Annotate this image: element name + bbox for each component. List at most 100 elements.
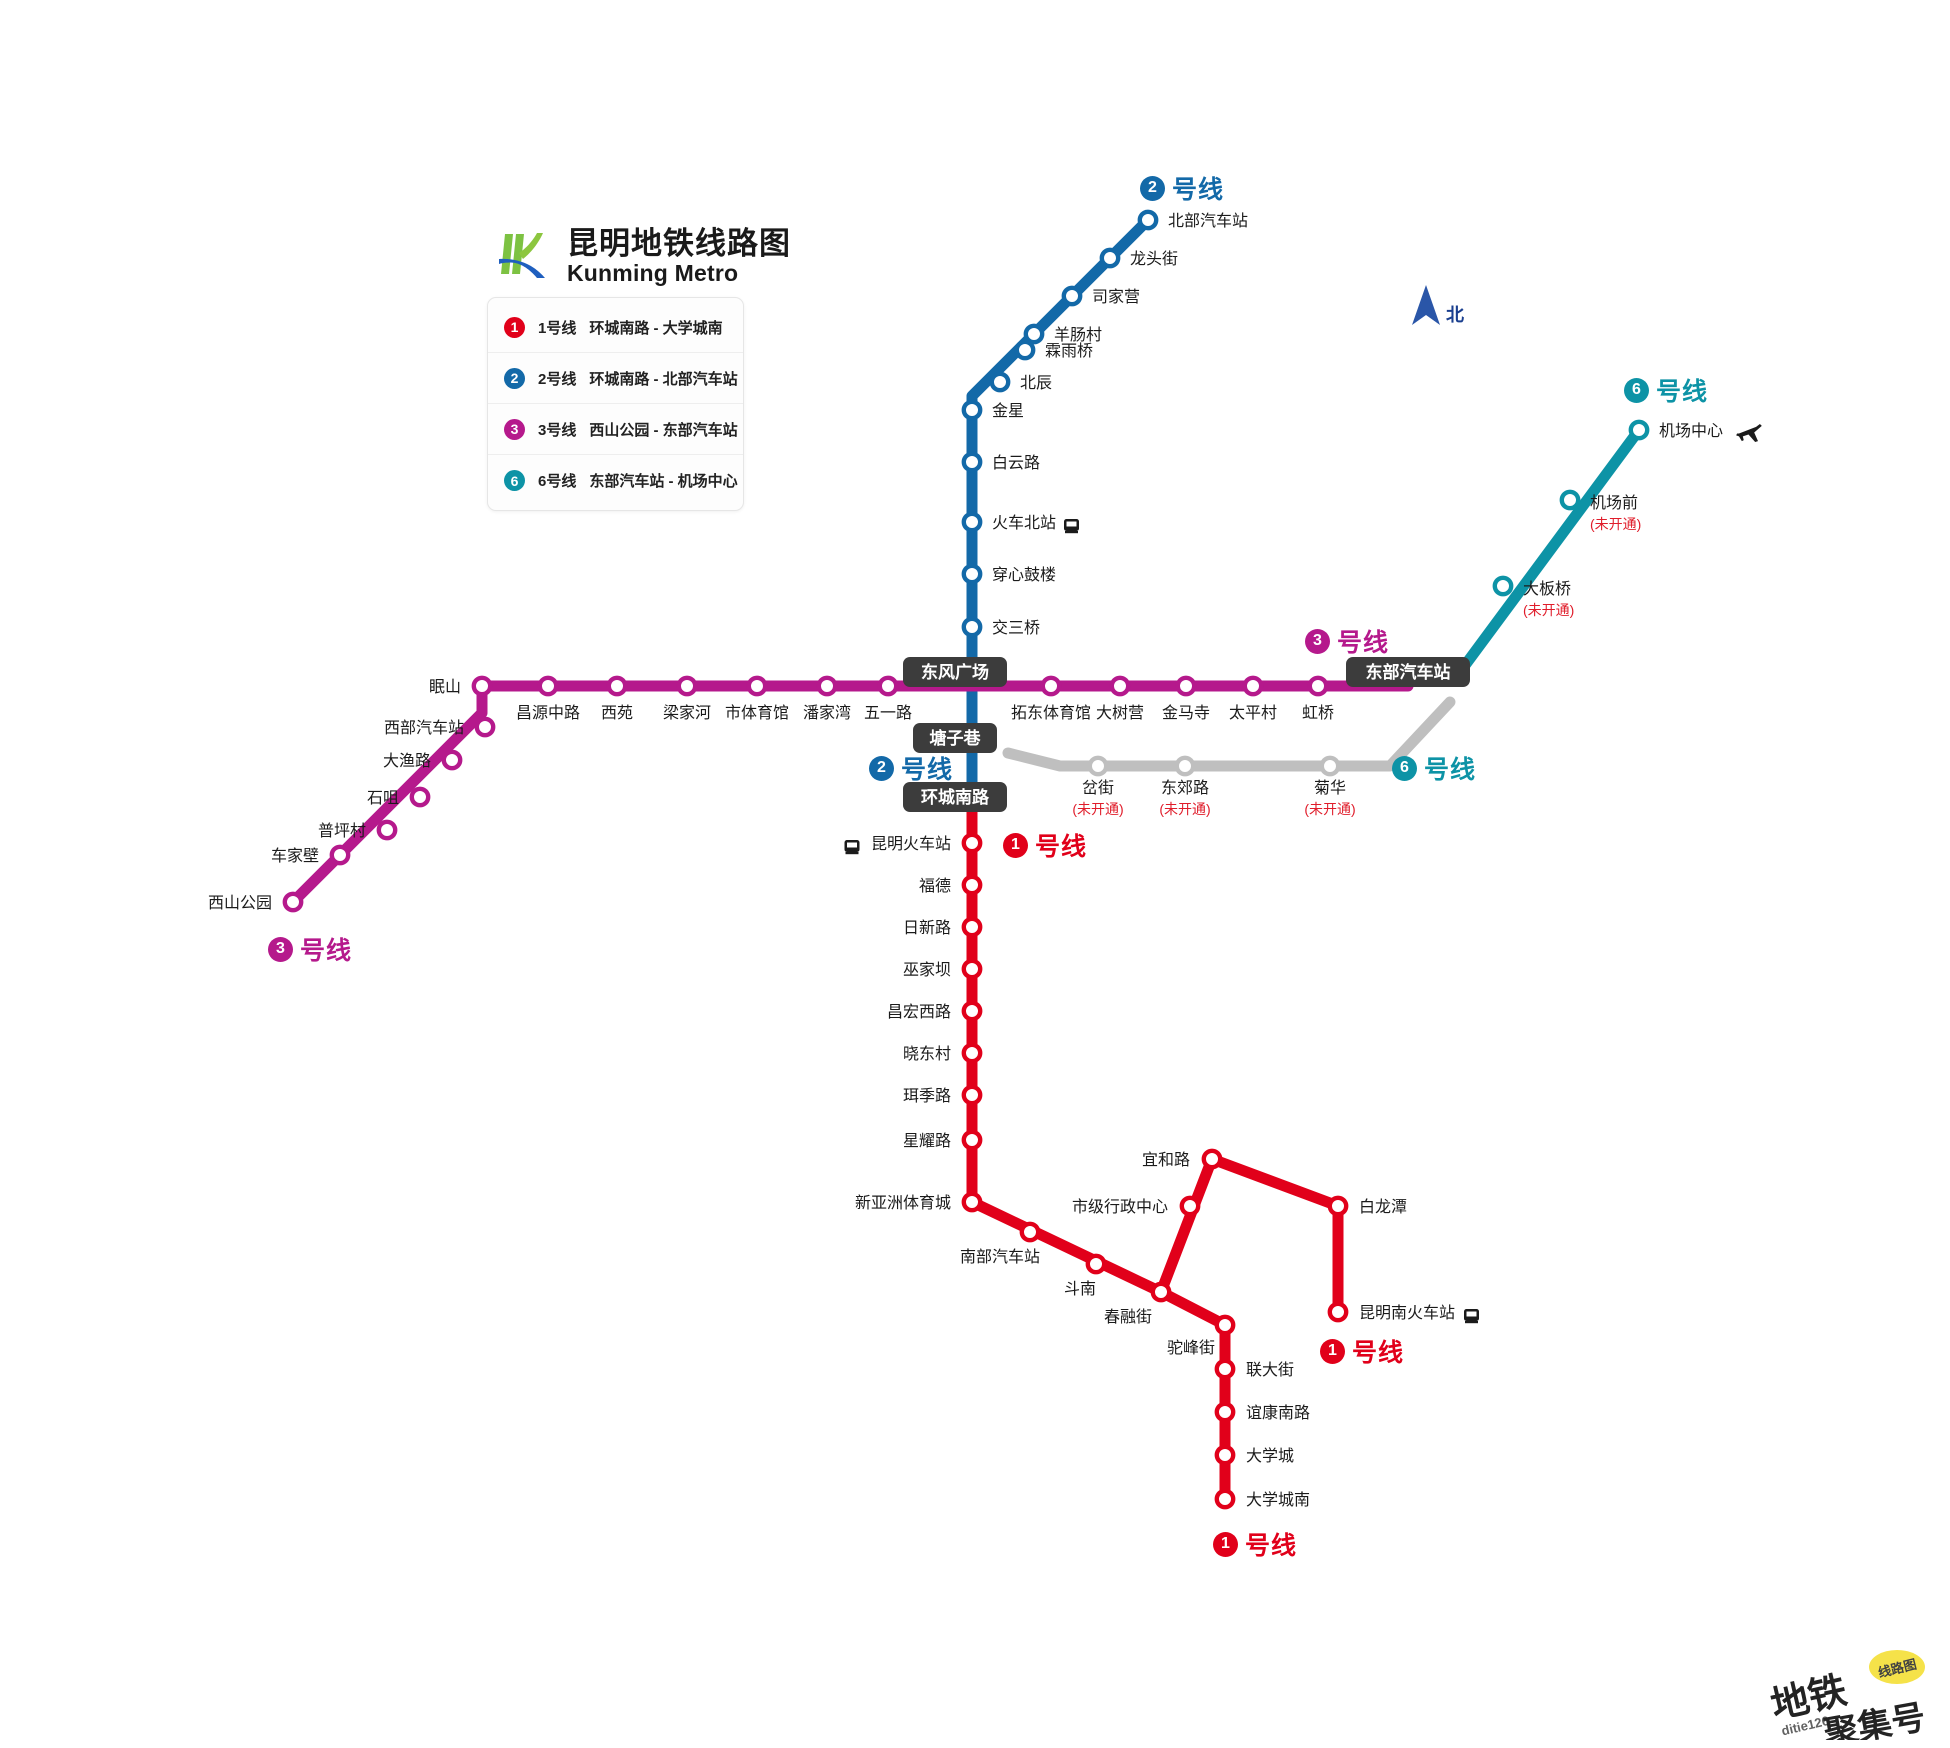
station-昆明火车站[interactable]: 昆明火车站 — [844, 832, 983, 855]
station-白云路[interactable]: 白云路 — [961, 451, 1040, 473]
station-新亚洲体育城[interactable]: 新亚洲体育城 — [855, 1191, 983, 1213]
interchange-box-dongfeng-guangchang[interactable]: 东风广场 — [903, 657, 1007, 687]
line-chip-badge: 2 — [1140, 175, 1165, 201]
kunming-metro-logo-icon — [499, 233, 545, 278]
station-status-label: (未开通) — [1072, 801, 1123, 817]
station-昆明南火车站[interactable]: 昆明南火车站 — [1327, 1301, 1479, 1324]
station-日新路[interactable]: 日新路 — [903, 916, 983, 938]
station-dot — [1319, 755, 1341, 777]
line-chip-badge: 3 — [1305, 628, 1330, 654]
legend-badge-line-2: 2 — [504, 367, 525, 389]
station-西山公园[interactable]: 西山公园 — [208, 891, 304, 913]
station-市级行政中心[interactable]: 市级行政中心 — [1072, 1195, 1201, 1217]
station-label: 福德 — [919, 877, 951, 895]
station-穿心鼓楼[interactable]: 穿心鼓楼 — [961, 563, 1056, 585]
station-春融街[interactable]: 春融街 — [1104, 1281, 1172, 1326]
station-label: 谊康南路 — [1246, 1404, 1310, 1422]
station-大板桥[interactable]: 大板桥 (未开通) — [1492, 575, 1575, 618]
station-岔街[interactable]: 岔街 (未开通) — [1072, 755, 1124, 817]
interchange-box-huanchengnanlu[interactable]: 环城南路 — [903, 782, 1007, 812]
station-dot — [1014, 339, 1036, 361]
legend-line-route: 西山公园 - 东部汽车站 — [589, 421, 738, 439]
station-福德[interactable]: 福德 — [919, 874, 983, 896]
station-label: 西山公园 — [208, 894, 272, 912]
station-dot — [1559, 489, 1581, 511]
station-label: 斗南 — [1064, 1280, 1096, 1298]
interchange-box-tangzixiang[interactable]: 塘子巷 — [913, 723, 997, 753]
station-北辰[interactable]: 北辰 — [989, 371, 1052, 393]
station-机场中心[interactable]: 机场中心 — [1628, 419, 1762, 443]
station-dot — [474, 716, 496, 738]
station-dot — [961, 1042, 983, 1064]
station-dot — [1179, 1195, 1201, 1217]
station-金星[interactable]: 金星 — [961, 399, 1024, 421]
station-昌源中路[interactable]: 昌源中路 — [516, 675, 580, 722]
interchange-box-dongbuqichezhan[interactable]: 东部汽车站 — [1346, 657, 1470, 687]
station-label: 金星 — [992, 402, 1024, 420]
station-太平村[interactable]: 太平村 — [1229, 675, 1277, 722]
station-火车北站[interactable]: 火车北站 — [961, 511, 1079, 534]
legend-row-line-6[interactable]: 6 6号线 东部汽车站 - 机场中心 — [488, 455, 743, 506]
station-五一路[interactable]: 五一路 — [864, 675, 912, 722]
station-珥季路[interactable]: 珥季路 — [903, 1084, 983, 1106]
station-大渔路[interactable]: 大渔路 — [383, 749, 463, 771]
station-车家壁[interactable]: 车家壁 — [271, 844, 351, 866]
station-市体育馆[interactable]: 市体育馆 — [725, 675, 789, 722]
station-石咀[interactable]: 石咀 — [367, 786, 431, 808]
interchange-box-label: 塘子巷 — [930, 728, 982, 748]
station-菊华[interactable]: 菊华 (未开通) — [1304, 755, 1356, 817]
station-梁家河[interactable]: 梁家河 — [663, 675, 711, 722]
station-虹桥[interactable]: 虹桥 — [1302, 675, 1334, 722]
station-dot — [961, 1084, 983, 1106]
station-驼峰街[interactable]: 驼峰街 — [1167, 1314, 1236, 1357]
station-东郊路[interactable]: 东郊路 (未开通) — [1159, 755, 1211, 817]
station-晓东村[interactable]: 晓东村 — [903, 1042, 983, 1064]
watermark: 线路图 地铁 ditie126 聚集号 — [1765, 1645, 1935, 1740]
station-机场前[interactable]: 机场前 (未开通) — [1559, 489, 1642, 532]
station-眠山[interactable]: 眠山 — [429, 675, 493, 697]
station-巫家坝[interactable]: 巫家坝 — [903, 958, 983, 980]
chip-l2-north: 2 号线 — [1140, 170, 1224, 206]
station-dot — [1175, 675, 1197, 697]
station-大树营[interactable]: 大树营 — [1096, 675, 1144, 722]
station-dot — [1087, 755, 1109, 777]
station-普坪村[interactable]: 普坪村 — [318, 819, 398, 841]
legend-row-line-1[interactable]: 1 1号线 环城南路 - 大学城南 — [488, 302, 743, 353]
compass-label: 北 — [1446, 305, 1464, 325]
station-金马寺[interactable]: 金马寺 — [1162, 675, 1210, 722]
station-label: 岔街 — [1082, 779, 1114, 797]
station-霖雨桥[interactable]: 霖雨桥 — [1014, 339, 1093, 361]
station-星耀路[interactable]: 星耀路 — [903, 1129, 983, 1151]
legend-row-line-3[interactable]: 3 3号线 西山公园 - 东部汽车站 — [488, 404, 743, 455]
station-南部汽车站[interactable]: 南部汽车站 — [960, 1221, 1041, 1266]
interchange-box-label: 东风广场 — [921, 662, 989, 682]
station-西部汽车站[interactable]: 西部汽车站 — [384, 716, 496, 738]
station-交三桥[interactable]: 交三桥 — [961, 616, 1040, 638]
station-联大街[interactable]: 联大街 — [1214, 1358, 1294, 1380]
legend-row-line-2[interactable]: 2 2号线 环城南路 - 北部汽车站 — [488, 353, 743, 404]
station-司家营[interactable]: 司家营 — [1061, 285, 1140, 307]
station-dot — [1307, 675, 1329, 697]
station-label: 昌源中路 — [516, 704, 580, 722]
station-label: 司家营 — [1092, 288, 1140, 306]
station-白龙潭[interactable]: 白龙潭 — [1327, 1195, 1407, 1217]
station-斗南[interactable]: 斗南 — [1064, 1253, 1107, 1298]
station-北部汽车站[interactable]: 北部汽车站 — [1137, 209, 1248, 231]
interchange-box-bg — [1346, 657, 1470, 687]
station-谊康南路[interactable]: 谊康南路 — [1214, 1401, 1310, 1423]
interchange-box-bg — [913, 723, 997, 753]
station-羊肠村[interactable]: 羊肠村 — [1023, 323, 1102, 345]
station-昌宏西路[interactable]: 昌宏西路 — [887, 1000, 983, 1022]
legend-line-number: 3号线 — [538, 421, 577, 439]
station-宜和路[interactable]: 宜和路 — [1142, 1148, 1223, 1170]
station-拓东体育馆[interactable]: 拓东体育馆 — [1011, 675, 1091, 722]
station-label: 普坪村 — [318, 822, 366, 840]
station-潘家湾[interactable]: 潘家湾 — [803, 675, 851, 722]
station-西苑[interactable]: 西苑 — [601, 675, 633, 722]
station-龙头街[interactable]: 龙头街 — [1099, 247, 1178, 269]
station-dot — [409, 786, 431, 808]
station-label: 太平村 — [1229, 704, 1277, 722]
station-大学城南[interactable]: 大学城南 — [1214, 1488, 1310, 1510]
station-大学城[interactable]: 大学城 — [1214, 1444, 1294, 1466]
